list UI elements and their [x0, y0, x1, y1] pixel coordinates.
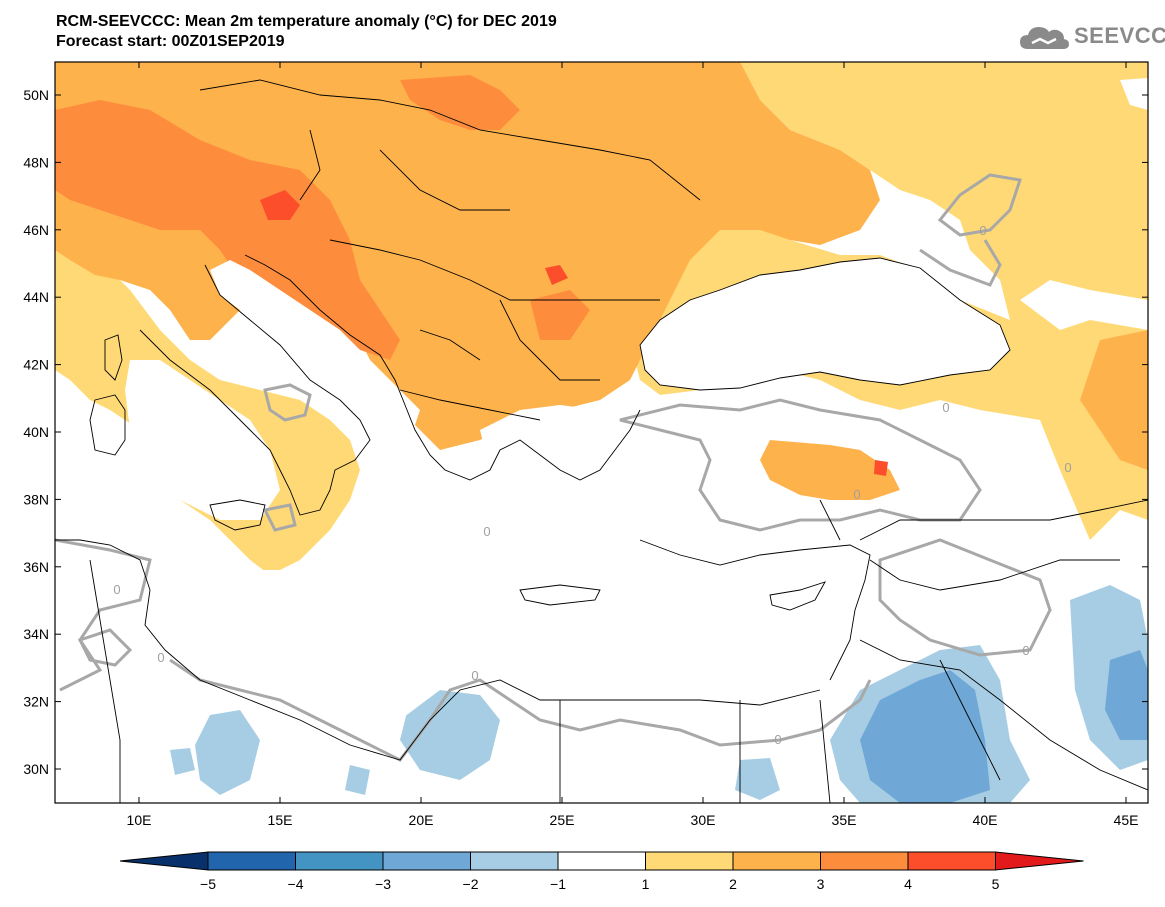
zero-contours [55, 173, 1052, 762]
mediterranean-sea [55, 430, 870, 760]
corsica [104, 334, 123, 381]
sicily [209, 499, 266, 531]
colorbar-segment [820, 851, 909, 871]
contour-label: 0 [1022, 643, 1029, 658]
contour-label: 0 [157, 650, 164, 665]
logo-text: SEEVCCC [1074, 23, 1165, 48]
lat-label: 48N [23, 154, 49, 170]
lon-label: 40E [973, 812, 998, 828]
anomaly-region-level1-north [55, 62, 1148, 575]
contour-label: 0 [942, 400, 949, 415]
contour-label: 0 [483, 524, 490, 539]
colorbar-arrow-right [995, 851, 1084, 871]
anomaly-region-level2-main [55, 62, 1148, 500]
colorbar-tick-label: −4 [288, 876, 304, 892]
lon-label: 15E [268, 812, 293, 828]
colorbar-segment [207, 851, 296, 871]
longitude-axis: 10E 15E 20E 25E 30E 35E 40E 45E [127, 62, 1139, 828]
contour-labels: 0 0 0 0 0 0 0 0 0 0 [113, 223, 1071, 747]
colorbar-arrow-left [119, 851, 209, 871]
sardinia [89, 394, 126, 456]
colorbar-tick-label: −5 [200, 876, 216, 892]
lat-label: 30N [23, 761, 49, 777]
zero-contour-south [55, 538, 872, 762]
coastline-anatolia-south [639, 539, 871, 681]
title-block: RCM-SEEVCCC: Mean 2m temperature anomaly… [56, 12, 557, 52]
lon-label: 25E [550, 812, 575, 828]
forecast-start: Forecast start: 00Z01SEP2019 [56, 33, 285, 50]
colorbar: −5 −4 −3 −2 −1 1 2 3 4 5 [119, 851, 1084, 892]
colorbar-tick-label: −2 [463, 876, 479, 892]
zero-contour-levant [878, 538, 1052, 657]
colorbar-tick-label: 2 [729, 876, 737, 892]
black-sea [640, 258, 1010, 390]
coastline-blacksea [639, 257, 1011, 391]
lon-label: 35E [832, 812, 857, 828]
caspian-fragment [1120, 78, 1148, 110]
zero-contour-italy [77, 383, 312, 667]
colorbar-segment [470, 851, 559, 871]
anomaly-region-level3 [55, 75, 590, 360]
lat-label: 36N [23, 559, 49, 575]
contour-label: 0 [471, 668, 478, 683]
contour-label: 0 [113, 582, 120, 597]
lat-label: 32N [23, 694, 49, 710]
tyrrhenian-sea [125, 360, 280, 520]
colorbar-tick-label: 3 [817, 876, 825, 892]
lat-label: 42N [23, 357, 49, 373]
lat-label: 38N [23, 491, 49, 507]
adriatic-sea [210, 260, 420, 440]
lon-label: 10E [127, 812, 152, 828]
crete [519, 584, 601, 606]
contour-label: 0 [774, 732, 781, 747]
colorbar-segment [645, 851, 734, 871]
lat-label: 50N [23, 87, 49, 103]
colorbar-tick-label: −3 [375, 876, 391, 892]
lat-label: 40N [23, 424, 49, 440]
anomaly-region-neg2 [860, 650, 1148, 803]
colorbar-tick-label: 4 [904, 876, 912, 892]
colorbar-tick-label: −1 [550, 876, 566, 892]
contour-label: 0 [853, 487, 860, 502]
colorbar-tick-label: 1 [642, 876, 650, 892]
map-title: RCM-SEEVCCC: Mean 2m temperature anomaly… [56, 13, 557, 30]
anomaly-field [55, 62, 1148, 803]
coastline-balkans [244, 254, 641, 481]
lat-label: 44N [23, 289, 49, 305]
colorbar-segment [557, 851, 646, 871]
zero-contour-caucasus [919, 173, 1022, 287]
colorbar-segment [907, 851, 996, 871]
lon-label: 30E [691, 812, 716, 828]
colorbar-segment [295, 851, 384, 871]
lon-label: 20E [409, 812, 434, 828]
aegean-sea [480, 405, 650, 550]
cyprus [769, 581, 826, 611]
cloud-icon [1020, 27, 1069, 49]
sea-areas [55, 78, 1148, 760]
borders [55, 79, 1148, 803]
seevccc-logo: SEEVCCC [1018, 20, 1165, 52]
lat-label: 46N [23, 222, 49, 238]
colorbar-segment [732, 851, 821, 871]
coastline-africa [55, 539, 821, 761]
colorbar-tick-label: 5 [992, 876, 1000, 892]
country-borders-inner [89, 79, 1148, 803]
contour-label: 0 [979, 223, 986, 238]
coastline-italy [139, 264, 371, 516]
colorbar-segment [382, 851, 471, 871]
contour-label: 0 [1064, 460, 1071, 475]
latitude-axis: 50N 48N 46N 44N 42N 40N 38N 36N 34N 32N 30N [23, 87, 1148, 777]
lat-label: 34N [23, 626, 49, 642]
lon-label: 45E [1114, 812, 1139, 828]
